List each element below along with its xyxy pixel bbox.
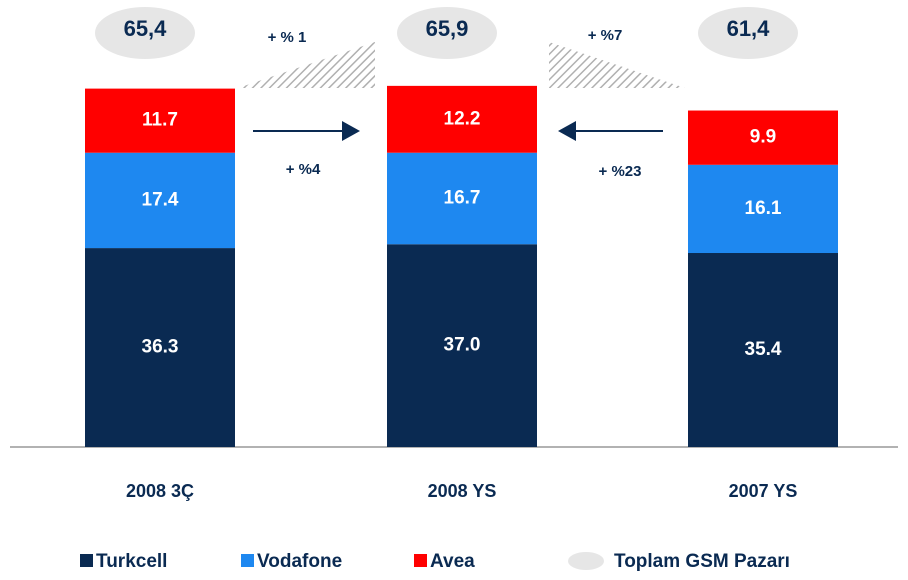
annotation: + %7 xyxy=(588,27,623,44)
bar-segment xyxy=(387,85,537,153)
data-label: 12.2 xyxy=(444,108,481,129)
data-label: 16.7 xyxy=(444,187,481,208)
total-label: 65,4 xyxy=(124,16,168,41)
x-tick-label: 2008 3Ç xyxy=(126,481,194,501)
legend-label: Toplam GSM Pazarı xyxy=(614,551,790,572)
legend-swatch xyxy=(241,554,254,567)
bar-segment xyxy=(85,152,235,249)
legend-label: Vodafone xyxy=(257,551,342,572)
data-label: 16.1 xyxy=(745,198,782,219)
data-label: 37.0 xyxy=(444,335,481,356)
total-oval xyxy=(95,7,195,59)
x-tick-label: 2008 YS xyxy=(428,481,497,501)
data-label: 11.7 xyxy=(142,110,178,131)
bar-segment xyxy=(387,152,537,245)
data-label: 35.4 xyxy=(745,339,782,360)
legend-swatch xyxy=(568,552,604,570)
bar-segment xyxy=(85,88,235,153)
legend-swatch xyxy=(80,554,93,567)
legend-label: Turkcell xyxy=(96,551,167,572)
data-label: 36.3 xyxy=(142,337,179,358)
total-oval xyxy=(397,7,497,59)
annotation: + % 1 xyxy=(268,29,307,46)
bar-segment xyxy=(85,248,235,447)
bar-segment xyxy=(387,244,537,447)
total-label: 61,4 xyxy=(727,16,771,41)
bar-segment xyxy=(688,110,838,165)
legend-swatch xyxy=(414,554,427,567)
total-oval xyxy=(698,7,798,59)
bar-segment xyxy=(688,164,838,254)
x-tick-label: 2007 YS xyxy=(729,481,798,501)
data-label: 17.4 xyxy=(142,189,179,210)
bar-segment xyxy=(688,253,838,447)
annotation: + %4 xyxy=(286,161,321,178)
growth-wedge xyxy=(238,42,375,88)
annotation: + %23 xyxy=(599,163,642,180)
total-label: 65,9 xyxy=(426,16,469,41)
legend-label: Avea xyxy=(430,551,475,572)
data-label: 9.9 xyxy=(750,127,776,148)
growth-wedge xyxy=(549,42,685,88)
